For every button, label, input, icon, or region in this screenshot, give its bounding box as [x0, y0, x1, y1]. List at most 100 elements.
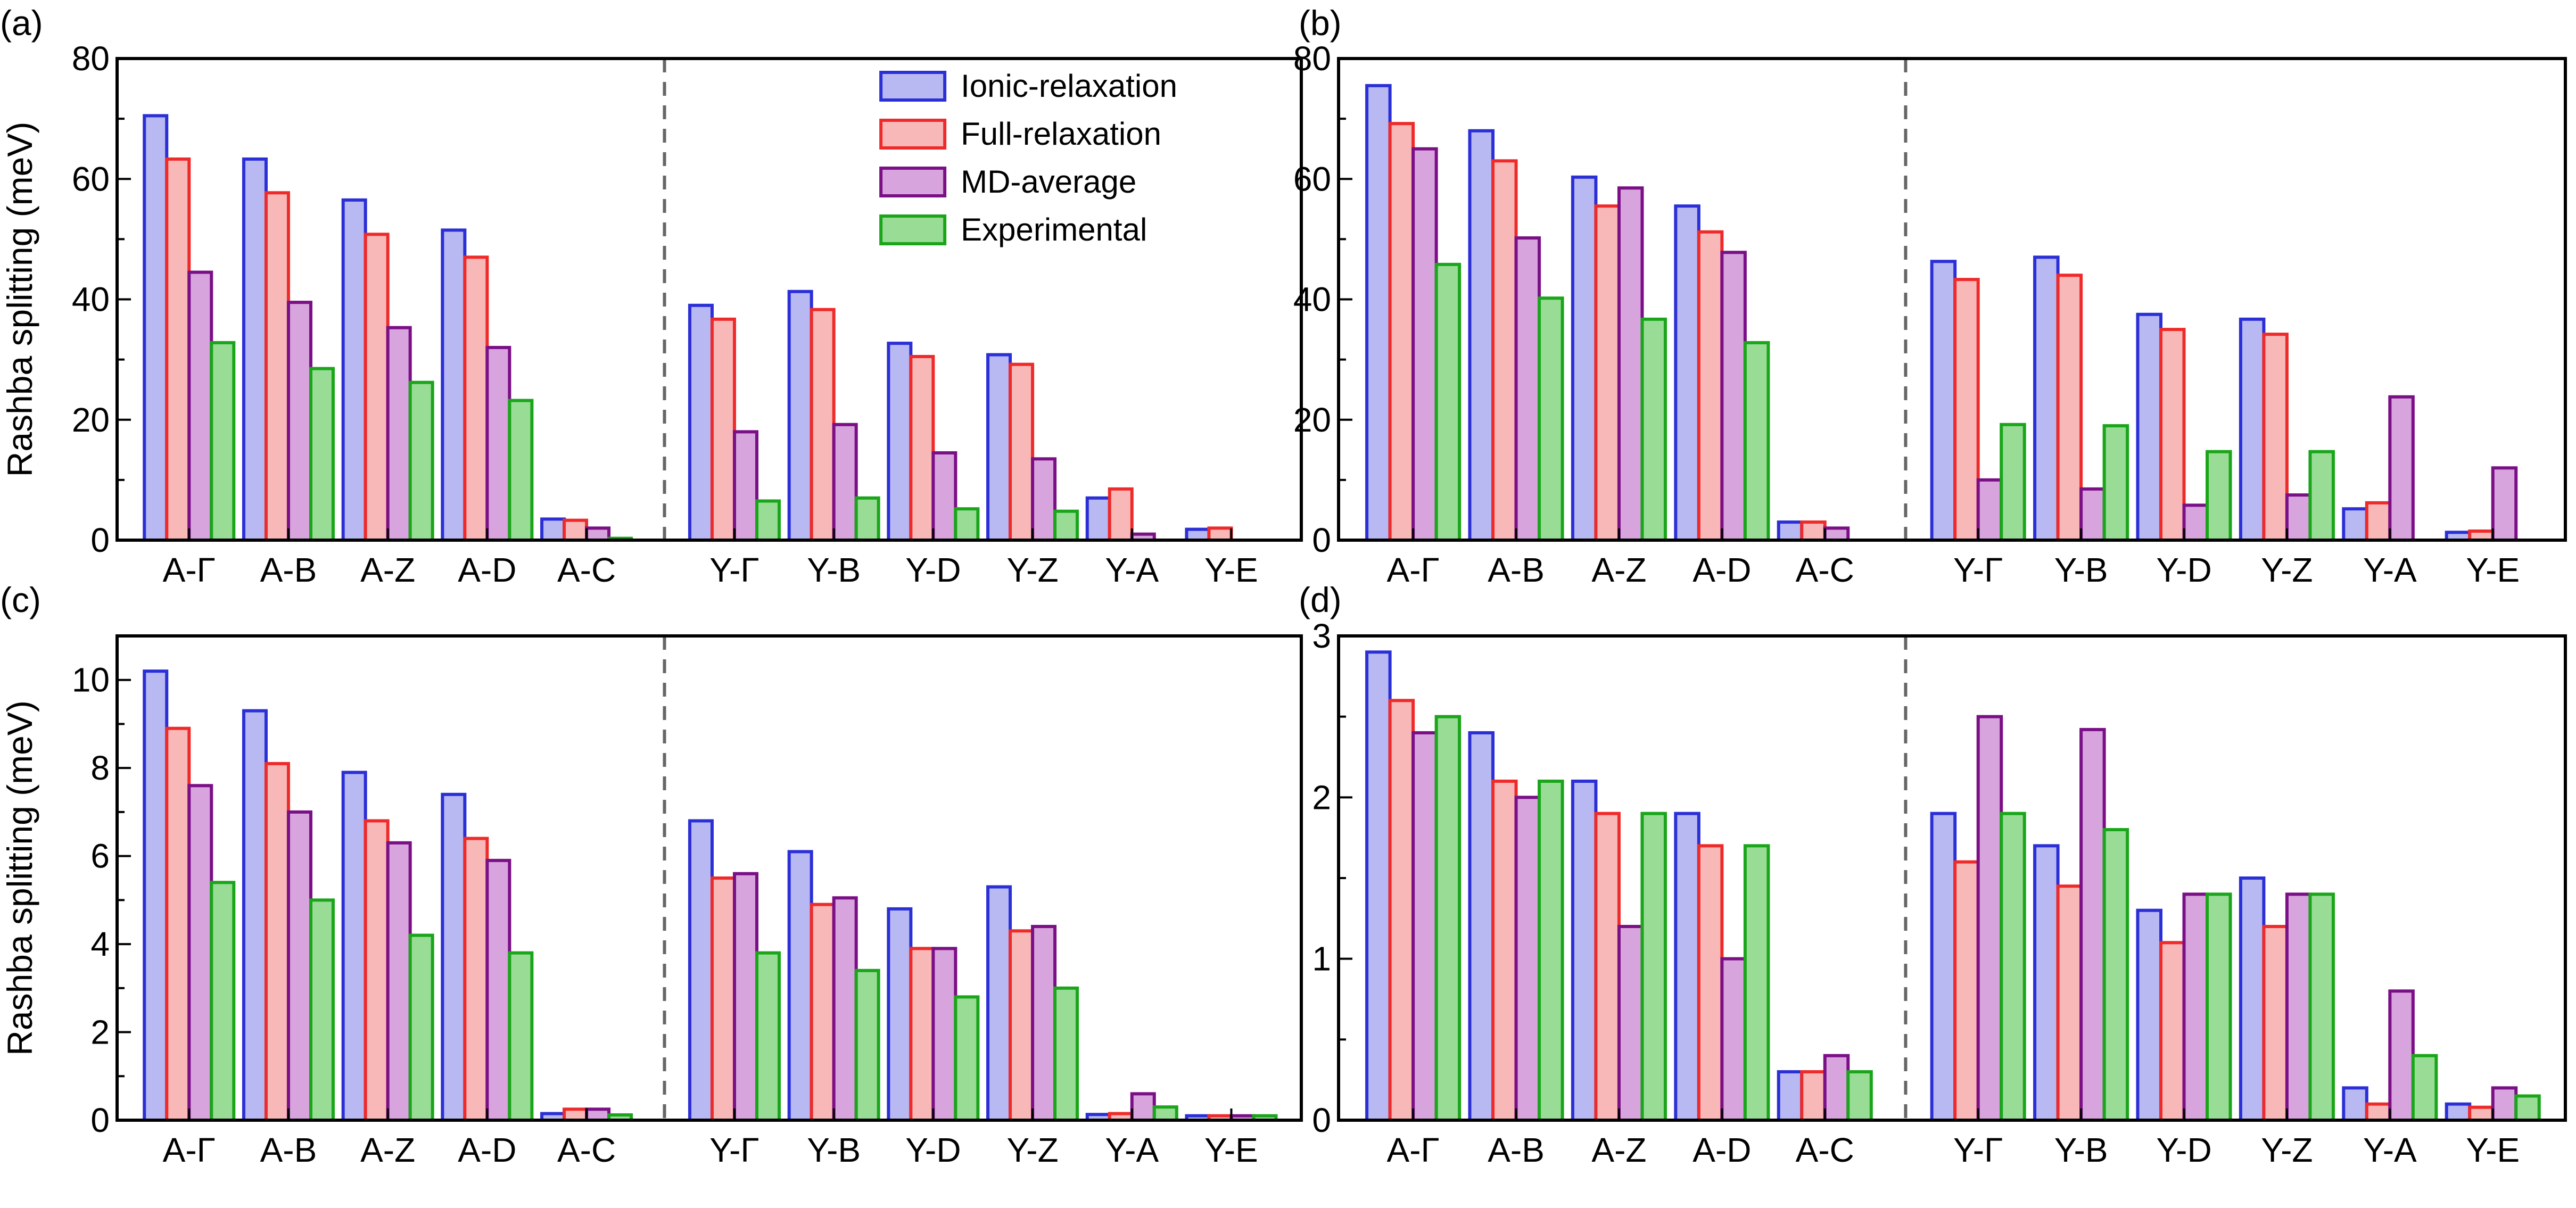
- bar-full-relaxation-1: [1388, 699, 1415, 1122]
- y-tick-label: 40: [72, 280, 110, 319]
- x-tick-label: Y-B: [2054, 1131, 2108, 1169]
- bar-full-relaxation-3: [1594, 204, 1621, 542]
- bar-experimental-6: [2000, 423, 2026, 542]
- bar-experimental-2: [309, 898, 335, 1122]
- bar-ionic-relaxation-9: [986, 885, 1012, 1122]
- bar-ionic-relaxation-9: [2239, 876, 2266, 1122]
- bar-full-relaxation-5: [1800, 520, 1827, 542]
- bar-experimental-1: [210, 881, 236, 1122]
- bar-md-average-4: [485, 346, 511, 542]
- legend-label: Experimental: [961, 212, 1147, 247]
- bar-full-relaxation-3: [364, 233, 390, 542]
- bar-md-average-2: [286, 810, 312, 1122]
- x-tick-label: Y-B: [807, 551, 861, 589]
- bar-experimental-11: [2514, 1094, 2541, 1122]
- bar-full-relaxation-2: [264, 191, 290, 542]
- y-tick-label: 8: [90, 749, 110, 787]
- y-tick-label: 0: [90, 1101, 110, 1139]
- x-tick-label: Y-A: [2363, 551, 2417, 589]
- legend-swatch: [879, 71, 947, 102]
- bar-ionic-relaxation-3: [341, 771, 367, 1122]
- bar-ionic-relaxation-6: [1930, 260, 1957, 542]
- x-tick-label: A-Γ: [1387, 1131, 1440, 1169]
- bar-full-relaxation-10: [1108, 487, 1134, 542]
- bar-full-relaxation-6: [710, 317, 736, 542]
- bar-md-average-5: [585, 1107, 611, 1122]
- bar-full-relaxation-8: [909, 354, 935, 542]
- bar-experimental-10: [2411, 1054, 2438, 1122]
- bar-md-average-10: [1130, 1092, 1156, 1122]
- bar-experimental-2: [309, 367, 335, 542]
- bar-md-average-8: [931, 451, 957, 542]
- bar-experimental-4: [508, 399, 534, 542]
- bar-experimental-10: [1152, 1105, 1178, 1122]
- bar-md-average-6: [1976, 478, 2003, 542]
- x-tick-label: Y-E: [2466, 1131, 2520, 1169]
- panel-label: (c): [0, 580, 41, 619]
- bar-ionic-relaxation-2: [242, 709, 268, 1122]
- plot-frame: [1337, 57, 2567, 542]
- bar-experimental-5: [1846, 1070, 1873, 1122]
- bar-full-relaxation-8: [909, 947, 935, 1122]
- bar-full-relaxation-10: [2365, 1102, 2392, 1122]
- bar-full-relaxation-2: [264, 762, 290, 1122]
- x-tick-label: A-C: [557, 1131, 616, 1169]
- bar-ionic-relaxation-10: [2342, 1086, 2368, 1122]
- x-tick-label: Y-A: [1105, 1131, 1159, 1169]
- bar-md-average-2: [286, 301, 312, 542]
- y-tick-label: 0: [1312, 1101, 1331, 1139]
- x-tick-label: A-Z: [1591, 1131, 1646, 1169]
- bar-full-relaxation-1: [165, 726, 191, 1122]
- bar-ionic-relaxation-3: [1571, 175, 1598, 542]
- bar-md-average-6: [1976, 715, 2003, 1122]
- bar-experimental-7: [2102, 828, 2129, 1122]
- bar-full-relaxation-9: [2262, 333, 2289, 542]
- bar-experimental-9: [2308, 892, 2335, 1122]
- x-tick-label: A-C: [1796, 1131, 1854, 1169]
- bar-experimental-9: [1053, 509, 1079, 542]
- bar-experimental-2: [1538, 296, 1564, 542]
- bar-full-relaxation-9: [2262, 925, 2289, 1122]
- y-tick-label: 6: [90, 837, 110, 875]
- bar-md-average-10: [2388, 395, 2415, 542]
- bar-md-average-3: [1617, 925, 1644, 1122]
- bar-experimental-4: [1743, 844, 1770, 1122]
- panel-c: (c) 0 2 4 6 8 10 A-Γ A-B A-Z A-D A-C Y-Γ Y-B Y-D Y-Z Y-…: [0, 580, 1303, 1169]
- bar-ionic-relaxation-8: [887, 342, 913, 542]
- bar-ionic-relaxation-5: [1777, 520, 1804, 542]
- bar-md-average-11: [2491, 1086, 2518, 1122]
- bar-md-average-8: [2182, 503, 2209, 542]
- x-tick-label: Y-Z: [1006, 1131, 1058, 1169]
- x-tick-label: Y-D: [905, 1131, 961, 1169]
- y-tick-label: 80: [1293, 39, 1331, 78]
- x-tick-label: Y-E: [1204, 1131, 1258, 1169]
- legend-label: Ionic-relaxation: [961, 68, 1177, 104]
- y-tick-label: 0: [1312, 521, 1331, 559]
- bar-ionic-relaxation-3: [341, 198, 367, 542]
- bar-full-relaxation-7: [810, 903, 836, 1122]
- x-tick-label: A-D: [1692, 551, 1751, 589]
- bar-full-relaxation-1: [165, 157, 191, 542]
- x-tick-label: Y-D: [2156, 1131, 2211, 1169]
- y-axis-title: Rashba splitting (meV): [0, 700, 39, 1056]
- bar-ionic-relaxation-7: [2033, 255, 2060, 542]
- x-tick-label: A-C: [557, 551, 616, 589]
- legend-swatch: [879, 214, 947, 245]
- bar-experimental-3: [1640, 812, 1667, 1122]
- bar-md-average-3: [386, 841, 412, 1122]
- plot-frame: [1337, 634, 2567, 1122]
- bar-experimental-8: [2206, 450, 2232, 542]
- bar-full-relaxation-11: [2468, 1105, 2495, 1122]
- bar-md-average-5: [585, 526, 611, 542]
- bar-ionic-relaxation-6: [688, 303, 714, 542]
- bar-experimental-8: [954, 995, 980, 1122]
- bar-full-relaxation-1: [1388, 122, 1415, 542]
- bar-md-average-2: [1514, 236, 1541, 542]
- bar-ionic-relaxation-1: [143, 114, 169, 542]
- panel-label: (a): [0, 3, 43, 43]
- bar-full-relaxation-7: [2056, 884, 2083, 1122]
- bar-md-average-6: [732, 872, 758, 1122]
- panel-b: (b) 0 20 40 60 80 A-Γ A-B A-Z A-D A-C Y-Γ Y-B Y-D Y-Z…: [1293, 3, 2567, 589]
- bar-ionic-relaxation-9: [986, 353, 1012, 542]
- bar-experimental-6: [2000, 812, 2026, 1122]
